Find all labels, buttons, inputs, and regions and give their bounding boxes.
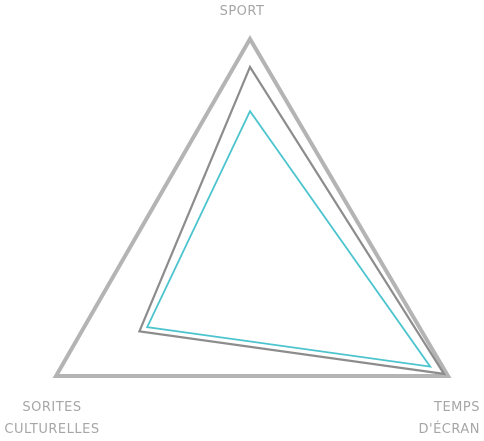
radar-series-3-polygon (145, 109, 433, 368)
radar-series-2-polygon (137, 64, 447, 376)
radar-series-1-polygon (52, 35, 452, 378)
axis-label-temps-ecran: TEMPS D'ÉCRAN (390, 397, 480, 441)
axis-label-sorties-culturelles-line-2: CULTURELLES (4, 422, 100, 437)
axis-label-sport: SPORT (0, 1, 484, 23)
axis-label-sorties-culturelles: SORITES CULTURELLES (2, 397, 102, 441)
axis-label-sport-line-1: SPORT (219, 4, 265, 19)
axis-label-temps-ecran-line-2: D'ÉCRAN (418, 422, 480, 437)
radar-series-layer (52, 35, 452, 378)
axis-label-sorties-culturelles-line-1: SORITES (22, 400, 82, 415)
axis-label-temps-ecran-line-1: TEMPS (434, 400, 480, 415)
